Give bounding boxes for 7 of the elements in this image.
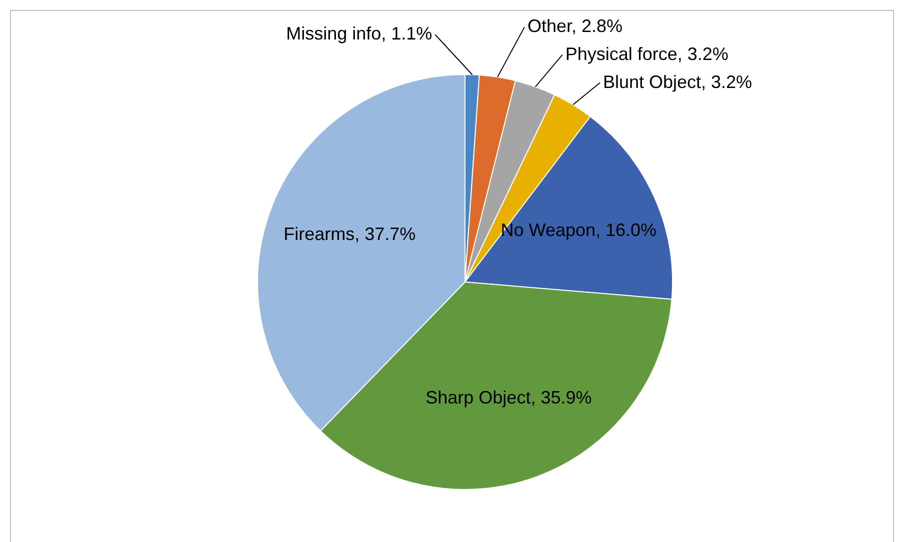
slice-label: Blunt Object, 3.2% xyxy=(602,72,752,92)
slice-label: Sharp Object, 35.9% xyxy=(426,388,592,408)
slice-label: No Weapon, 16.0% xyxy=(500,220,657,240)
slice-label: Firearms, 37.7% xyxy=(284,224,416,244)
slice-label: Other, 2.8% xyxy=(527,16,623,36)
slice-label: Physical force, 3.2% xyxy=(565,44,728,64)
slice-label: Missing info, 1.1% xyxy=(286,24,432,44)
